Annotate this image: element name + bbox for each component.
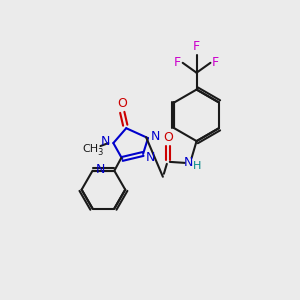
Text: O: O <box>117 97 127 110</box>
Text: O: O <box>163 130 173 144</box>
Text: H: H <box>194 161 202 171</box>
Text: N: N <box>101 135 110 148</box>
Text: F: F <box>212 56 219 69</box>
Text: CH: CH <box>82 144 99 154</box>
Text: N: N <box>145 152 155 164</box>
Text: 3: 3 <box>98 148 103 158</box>
Text: N: N <box>96 163 105 176</box>
Text: N: N <box>184 156 193 170</box>
Text: N: N <box>150 130 160 142</box>
Text: F: F <box>174 56 181 69</box>
Text: F: F <box>193 40 200 53</box>
